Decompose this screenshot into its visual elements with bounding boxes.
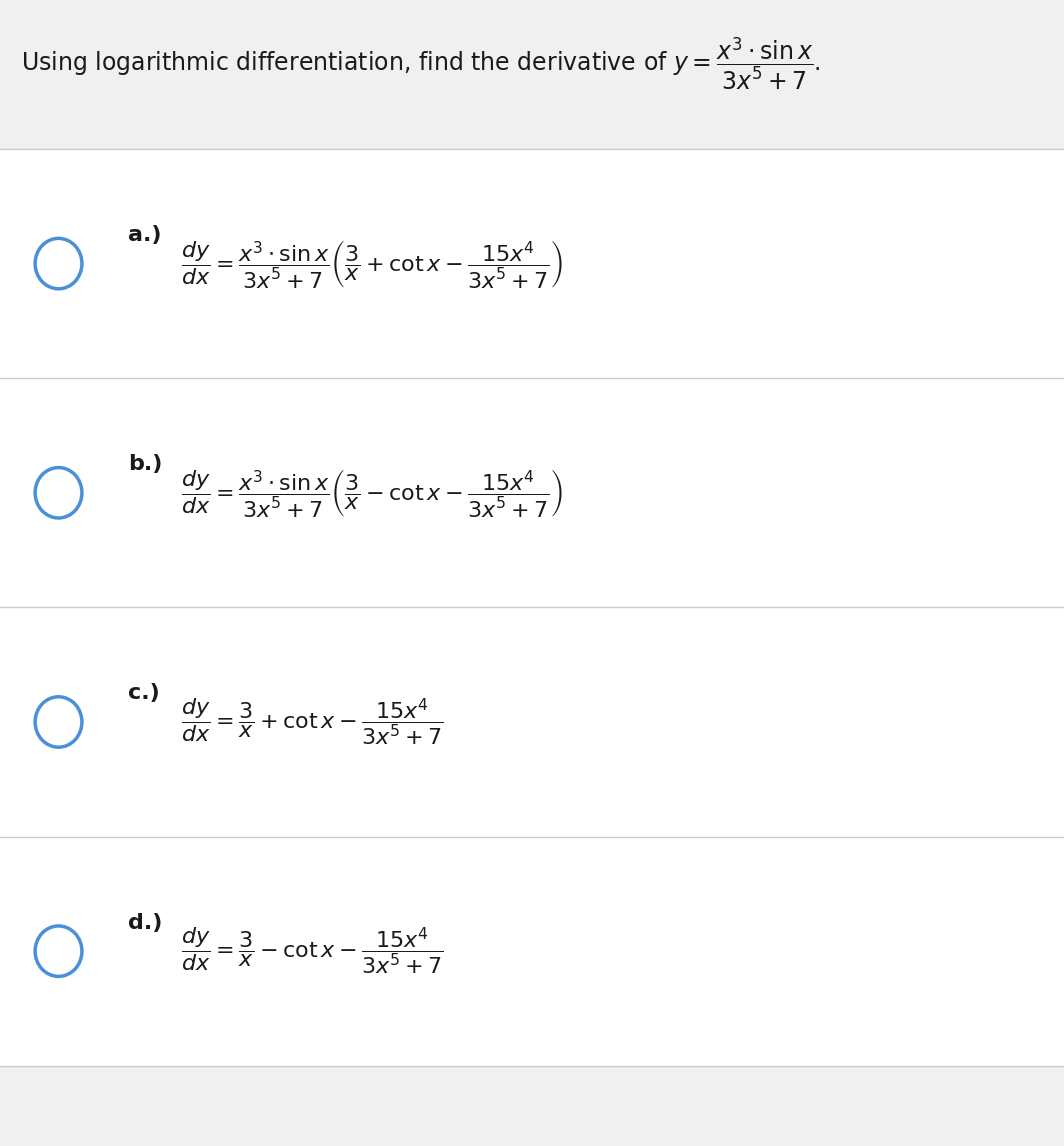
Text: b.): b.) xyxy=(128,454,162,474)
Text: d.): d.) xyxy=(128,912,162,933)
Text: $\dfrac{dy}{dx} = \dfrac{x^3 \cdot \sin x}{3x^5+7}\left(\dfrac{3}{x} - \cot x - : $\dfrac{dy}{dx} = \dfrac{x^3 \cdot \sin … xyxy=(181,466,563,519)
Text: $\dfrac{dy}{dx} = \dfrac{x^3 \cdot \sin x}{3x^5+7}\left(\dfrac{3}{x} + \cot x - : $\dfrac{dy}{dx} = \dfrac{x^3 \cdot \sin … xyxy=(181,237,563,290)
Text: Using logarithmic differentiation, find the derivative of $y = \dfrac{x^3 \cdot : Using logarithmic differentiation, find … xyxy=(21,34,821,92)
Bar xyxy=(0,607,1064,837)
Text: $\dfrac{dy}{dx} = \dfrac{3}{x} + \cot x - \dfrac{15x^4}{3x^5+7}$: $\dfrac{dy}{dx} = \dfrac{3}{x} + \cot x … xyxy=(181,697,444,747)
Bar xyxy=(0,149,1064,378)
Text: $\dfrac{dy}{dx} = \dfrac{3}{x} - \cot x - \dfrac{15x^4}{3x^5+7}$: $\dfrac{dy}{dx} = \dfrac{3}{x} - \cot x … xyxy=(181,926,444,976)
Text: a.): a.) xyxy=(128,225,161,245)
Bar xyxy=(0,378,1064,607)
Bar xyxy=(0,837,1064,1066)
Text: c.): c.) xyxy=(128,683,160,704)
Bar xyxy=(0,0,1064,149)
